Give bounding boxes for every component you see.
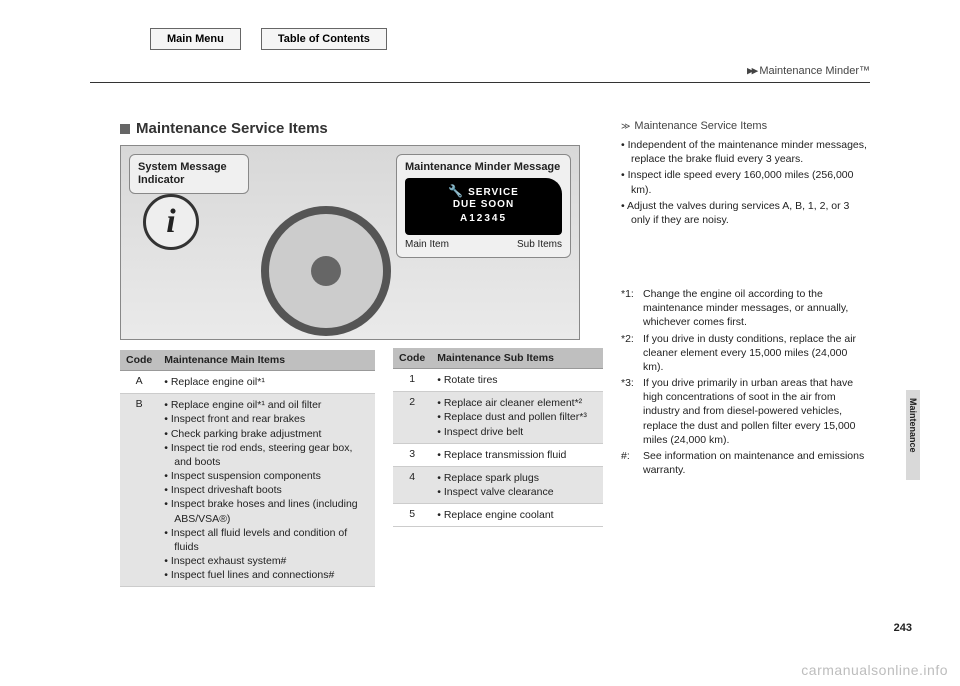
cell-code: 1 (393, 369, 431, 392)
sidebar-title: ≫ Maintenance Service Items (621, 120, 870, 132)
main-items-table: Code Maintenance Main Items A Replace en… (120, 350, 375, 587)
divider (90, 82, 870, 83)
list-item: Inspect suspension components (164, 469, 369, 483)
cell-items: Replace transmission fluid (431, 443, 603, 466)
cell-code: B (120, 394, 158, 587)
list-item: Inspect driveshaft boots (164, 483, 369, 497)
wrench-icon: 🔧 (448, 184, 464, 198)
table-row: A Replace engine oil*¹ (120, 371, 375, 394)
footnote: *1:Change the engine oil according to th… (621, 287, 870, 330)
list-item: Replace spark plugs (437, 471, 597, 485)
section-tab: Maintenance (906, 390, 920, 480)
section-title-bar: Maintenance Service Items (120, 120, 375, 137)
steering-wheel-icon (261, 206, 391, 336)
info-icon: i (143, 194, 199, 250)
display-code: A12345 (415, 213, 552, 225)
breadcrumb-text: Maintenance Minder™ (759, 65, 870, 77)
callout-system-message: System Message Indicator (129, 154, 249, 194)
footnotes: *1:Change the engine oil according to th… (621, 287, 870, 477)
table-row: 1 Rotate tires (393, 369, 603, 392)
top-nav: Main Menu Table of Contents (150, 28, 387, 50)
list-item: Inspect exhaust system# (164, 554, 369, 568)
list-item: Inspect drive belt (437, 425, 597, 439)
fn-label: #: (621, 449, 643, 477)
page-number: 243 (894, 622, 912, 634)
display-line1: SERVICE (468, 187, 519, 198)
section-title: Maintenance Service Items (136, 120, 328, 137)
table-row: 4 Replace spark plugs Inspect valve clea… (393, 466, 603, 503)
list-item: Inspect all fluid levels and condition o… (164, 526, 369, 554)
toc-button[interactable]: Table of Contents (261, 28, 387, 50)
fn-text: See information on maintenance and emiss… (643, 449, 870, 477)
square-bullet-icon (120, 124, 130, 134)
page-body: Maintenance Service Items System Message… (120, 120, 920, 646)
watermark: carmanualsonline.info (801, 662, 948, 678)
cell-items: Replace engine oil*¹ (158, 371, 375, 394)
list-item: Check parking brake adjustment (164, 427, 369, 441)
list-item: Replace engine coolant (437, 508, 597, 522)
display-line2: DUE SOON (415, 199, 552, 211)
cell-code: 2 (393, 392, 431, 444)
list-item: Replace transmission fluid (437, 448, 597, 462)
list-item: Inspect fuel lines and connections# (164, 568, 369, 582)
table-row: 5 Replace engine coolant (393, 504, 603, 527)
footnote: *3:If you drive primarily in urban areas… (621, 376, 870, 447)
list-item: Inspect valve clearance (437, 485, 597, 499)
cell-code: 4 (393, 466, 431, 503)
list-item: Inspect tie rod ends, steering gear box,… (164, 441, 369, 469)
main-item-label: Main Item (405, 239, 449, 251)
cell-items: Replace engine coolant (431, 504, 603, 527)
cell-code: 3 (393, 443, 431, 466)
main-menu-button[interactable]: Main Menu (150, 28, 241, 50)
cell-items: Replace air cleaner element*² Replace du… (431, 392, 603, 444)
fn-label: *3: (621, 376, 643, 447)
footnote: *2:If you drive in dusty conditions, rep… (621, 332, 870, 375)
list-item: Replace air cleaner element*² (437, 396, 597, 410)
th-desc: Maintenance Sub Items (431, 348, 603, 369)
th-code: Code (393, 348, 431, 369)
callout-maintenance-message: Maintenance Minder Message 🔧 SERVICE DUE … (396, 154, 571, 258)
list-item: Replace dust and pollen filter*³ (437, 410, 597, 424)
fn-text: If you drive in dusty conditions, replac… (643, 332, 870, 375)
list-item: Adjust the valves during services A, B, … (621, 199, 870, 227)
right-column: ≫ Maintenance Service Items Independent o… (621, 120, 920, 646)
list-item: Inspect front and rear brakes (164, 412, 369, 426)
table-row: B Replace engine oil*¹ and oil filter In… (120, 394, 375, 587)
list-item: Independent of the maintenance minder me… (621, 138, 870, 166)
sidebar-title-text: Maintenance Service Items (634, 120, 767, 132)
list-item: Replace engine oil*¹ and oil filter (164, 398, 369, 412)
th-code: Code (120, 350, 158, 371)
fn-label: *2: (621, 332, 643, 375)
list-item: Replace engine oil*¹ (164, 375, 369, 389)
cell-items: Rotate tires (431, 369, 603, 392)
breadcrumb: ▶▶ Maintenance Minder™ (747, 64, 870, 77)
cell-items: Replace spark plugs Inspect valve cleara… (431, 466, 603, 503)
section-tab-label: Maintenance (908, 398, 918, 453)
sidebar-notes: Independent of the maintenance minder me… (621, 138, 870, 227)
table-row: 3 Replace transmission fluid (393, 443, 603, 466)
dashboard-illustration: System Message Indicator i Maintenance M… (120, 145, 580, 340)
fn-label: *1: (621, 287, 643, 330)
th-desc: Maintenance Main Items (158, 350, 375, 371)
cell-code: 5 (393, 504, 431, 527)
sub-items-table: Code Maintenance Sub Items 1 Rotate tire… (393, 348, 603, 527)
cell-code: A (120, 371, 158, 394)
callout-msg-label: Maintenance Minder Message (405, 161, 562, 174)
sub-items-label: Sub Items (517, 239, 562, 251)
dash-display: 🔧 SERVICE DUE SOON A12345 (405, 178, 562, 235)
triangle-icon: ≫ (621, 121, 630, 131)
left-column: Maintenance Service Items System Message… (120, 120, 375, 646)
list-item: Inspect idle speed every 160,000 miles (… (621, 168, 870, 196)
footnote: #:See information on maintenance and emi… (621, 449, 870, 477)
fn-text: Change the engine oil according to the m… (643, 287, 870, 330)
fn-text: If you drive primarily in urban areas th… (643, 376, 870, 447)
table-row: 2 Replace air cleaner element*² Replace … (393, 392, 603, 444)
list-item: Inspect brake hoses and lines (including… (164, 497, 369, 525)
list-item: Rotate tires (437, 373, 597, 387)
cell-items: Replace engine oil*¹ and oil filter Insp… (158, 394, 375, 587)
breadcrumb-arrows: ▶▶ (747, 64, 756, 77)
